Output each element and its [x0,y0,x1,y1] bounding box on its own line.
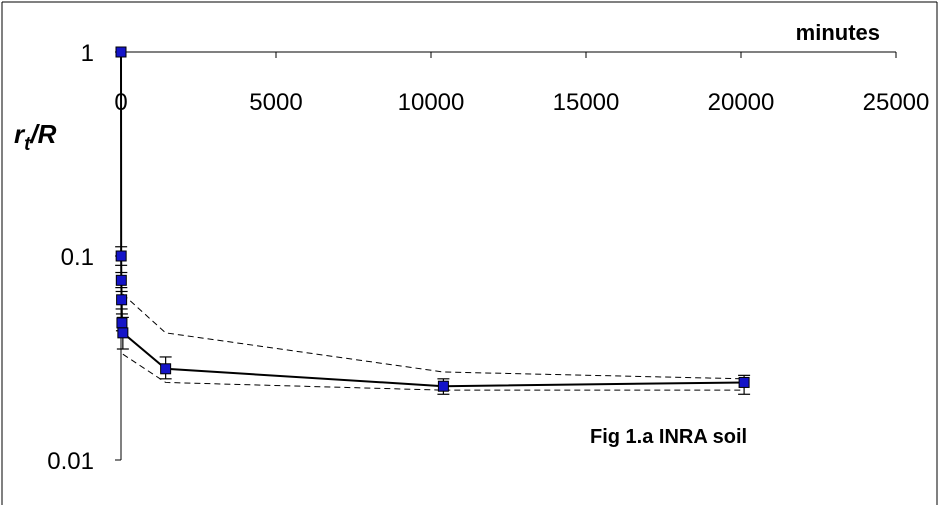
x-axis-title: minutes [796,20,880,45]
data-point [116,317,128,329]
y-axis-ticks: 0.01 0.1 1 [47,40,121,475]
x-tick-label: 25000 [863,89,930,116]
x-tick-label: 20000 [708,89,775,116]
data-point [437,380,449,392]
y-axis-title-main: r [14,119,26,149]
y-axis-title-rest: /R [29,119,56,149]
data-point [116,294,128,306]
x-tick-label: 15000 [553,89,620,116]
x-axis-ticks: 0 5000 10000 15000 20000 25000 [114,52,929,116]
data-point [115,250,127,262]
x-tick-label: 10000 [398,89,465,116]
data-point [160,363,172,375]
y-tick-label: 1 [81,40,94,67]
series-layer [115,46,751,395]
y-tick-label: 0.01 [47,448,94,475]
data-point [738,376,750,388]
bound-line [122,293,745,380]
bound-line [122,353,745,391]
data-point [115,274,127,286]
y-axis-title-subscript: t [24,134,31,155]
y-tick-label: 0.1 [61,244,94,271]
y-axis-title: rt/R [14,119,57,155]
figure-annotation: Fig 1.a INRA soil [590,426,747,448]
data-point [117,327,129,339]
data-point [115,46,127,58]
x-tick-label: 5000 [249,89,302,116]
